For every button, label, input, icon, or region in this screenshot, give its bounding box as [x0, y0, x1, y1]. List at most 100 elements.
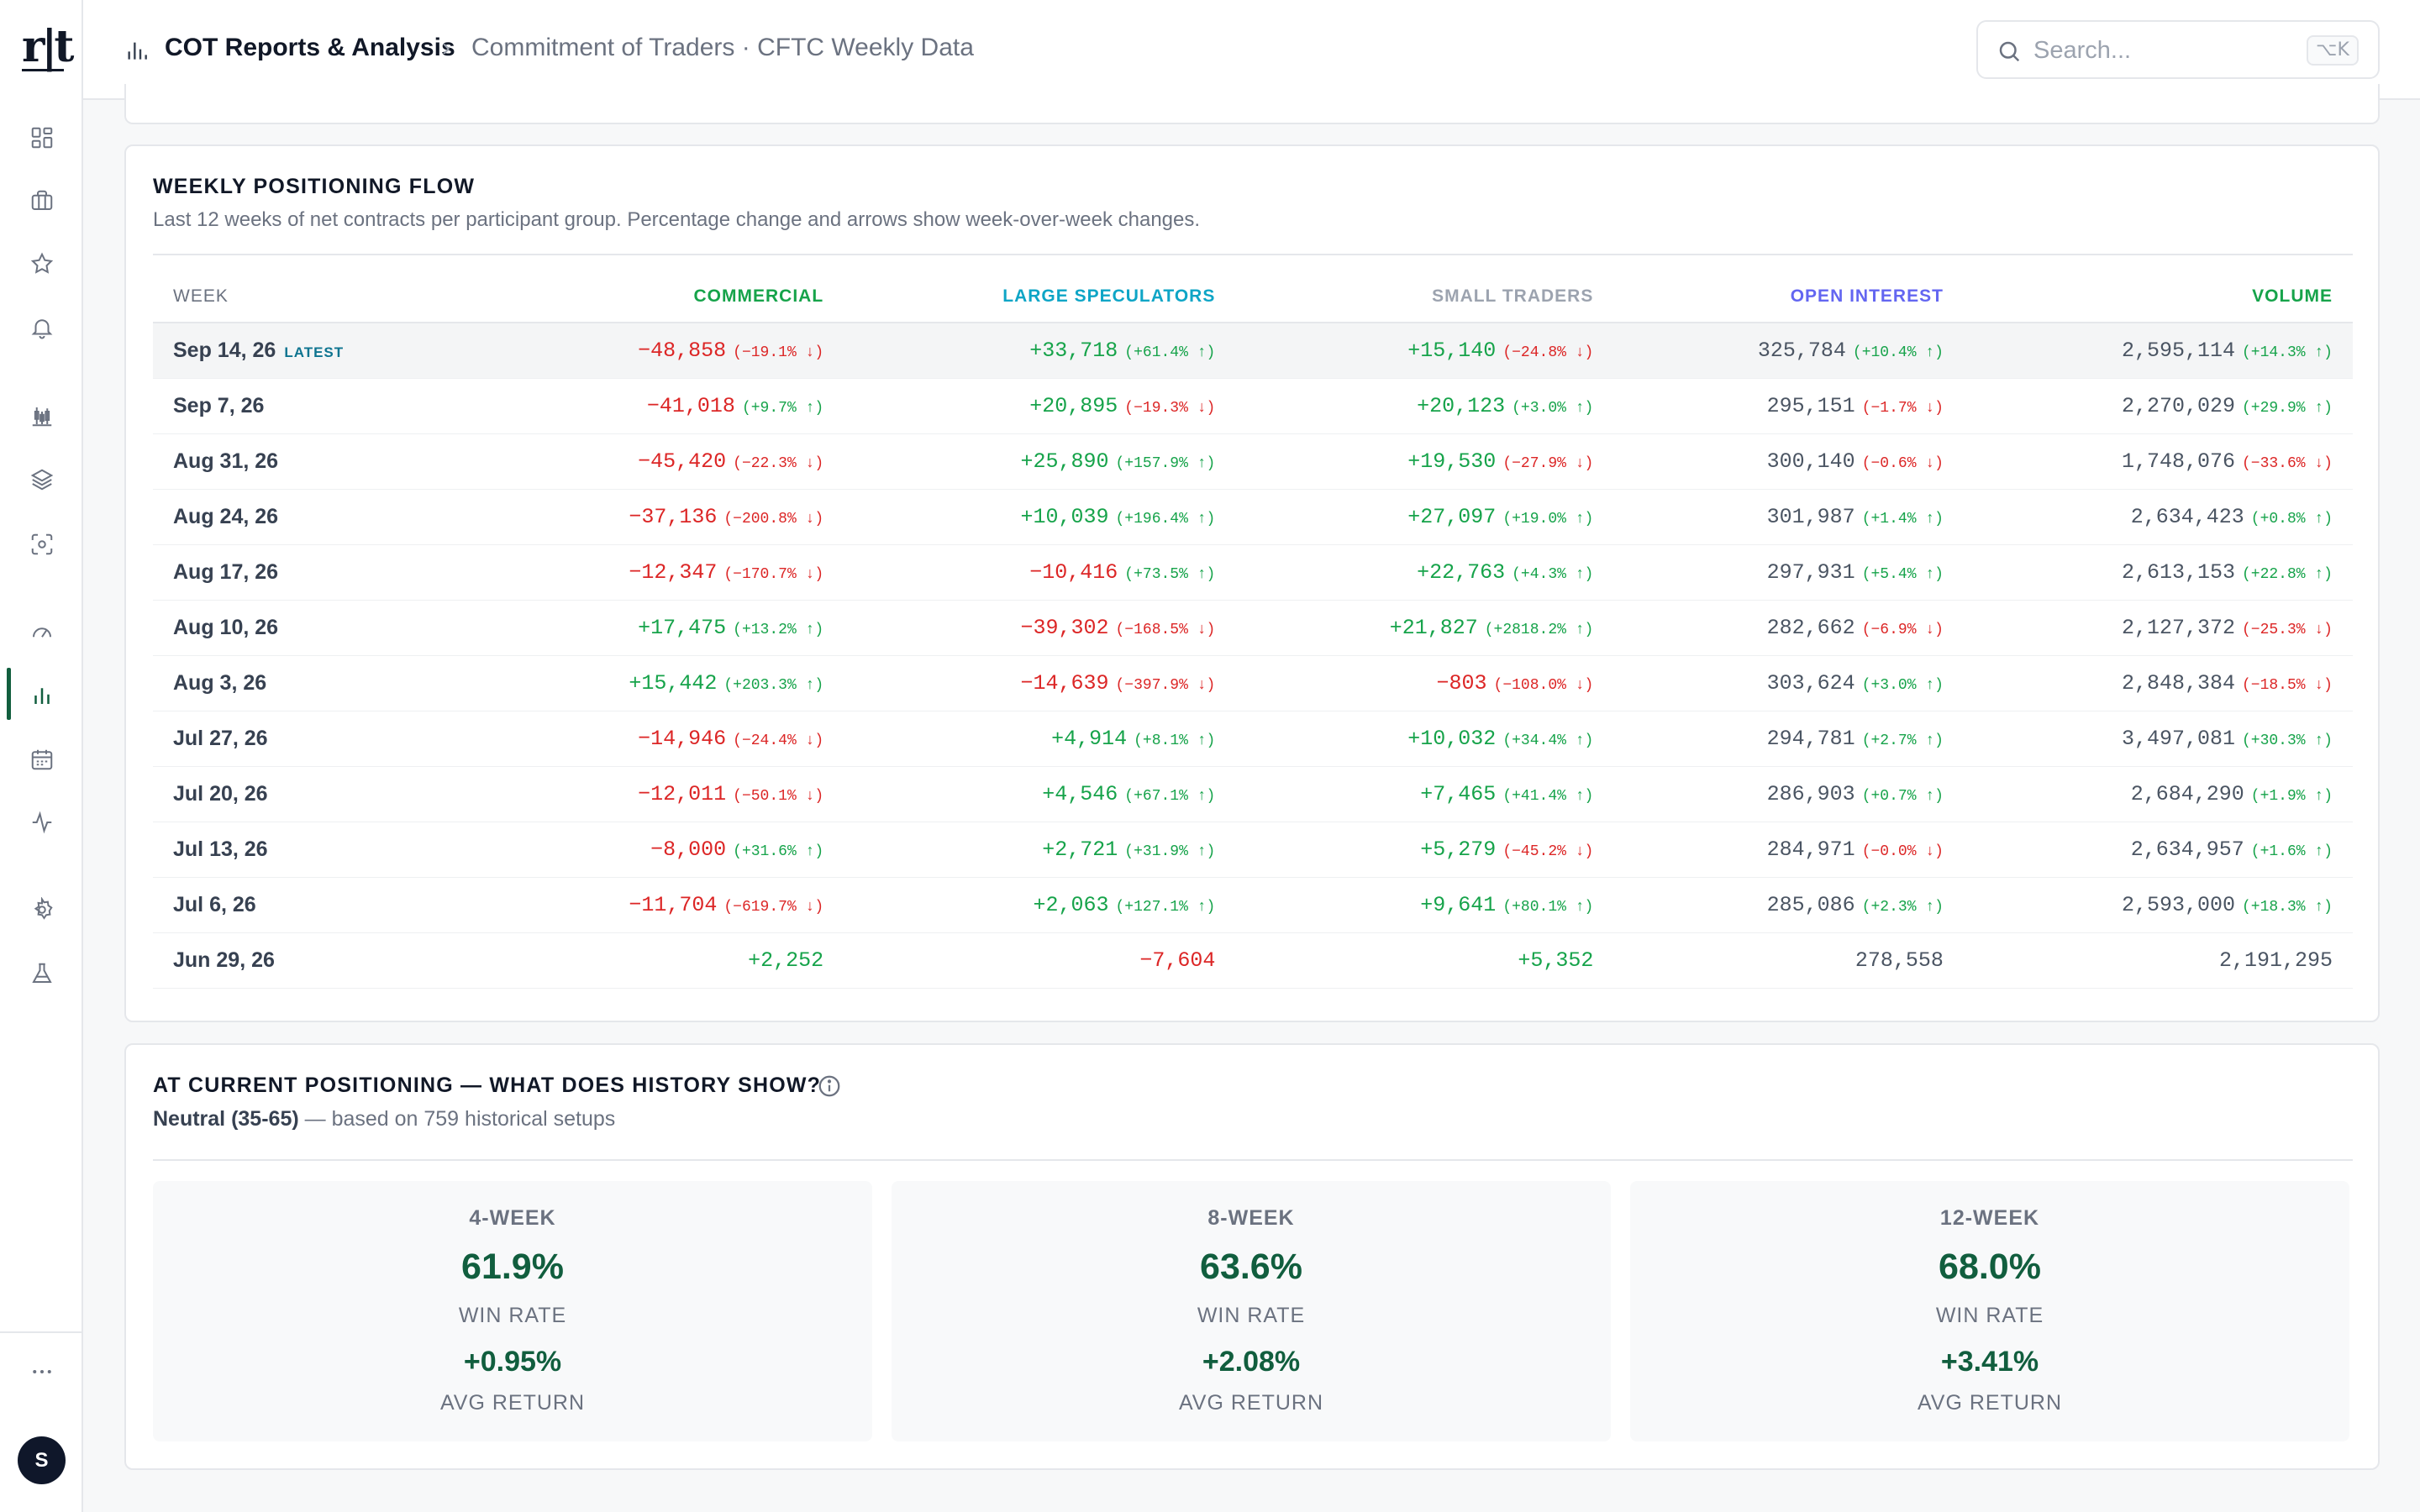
candles-icon[interactable] [24, 398, 60, 433]
volume-change: (+1.9% ↑) [2250, 787, 2333, 805]
table-row[interactable]: Sep 14, 26 LATEST −48,858 (−19.1% ↓) +33,718… [153, 323, 2353, 379]
oi-value: 300,140 [1766, 449, 1855, 474]
table-row[interactable]: Aug 17, 26 −12,347 (−170.7% ↓) −10,416 (+73.… [153, 544, 2353, 601]
week-cell: Aug 3, 26 [153, 655, 480, 711]
search-box[interactable]: ⌥K [1976, 20, 2380, 79]
oi-cell: 282,662 (−6.9% ↓) [1613, 600, 1964, 656]
table-row[interactable]: Aug 24, 26 −37,136 (−200.8% ↓) +10,039 (+196… [153, 489, 2353, 545]
oi-cell: 278,558 [1613, 932, 1964, 989]
card-title: WEEKLY POSITIONING FLOW [153, 175, 476, 198]
commercial-change: (+9.7% ↑) [741, 399, 824, 417]
dashboard-icon[interactable] [24, 120, 60, 155]
commercial-cell: −37,136 (−200.8% ↓) [479, 489, 844, 545]
small-change: (+3.0% ↑) [1512, 399, 1594, 417]
commercial-change: (−19.1% ↓) [733, 344, 824, 361]
briefcase-icon[interactable] [24, 183, 60, 218]
commercial-value: +2,252 [748, 948, 824, 973]
bell-icon[interactable] [24, 310, 60, 345]
column-header-volume[interactable]: VOLUME [1963, 270, 2353, 323]
table-row[interactable]: Aug 10, 26 +17,475 (+13.2% ↑) −39,302 (−168.… [153, 600, 2353, 656]
table-row[interactable]: Jun 29, 26 +2,252 −7,604 +5,352 278,558 2,191… [153, 932, 2353, 989]
week-label: Sep 14, 26 [173, 338, 276, 362]
table-row[interactable]: Jul 6, 26 −11,704 (−619.7% ↓) +2,063 (+127.1… [153, 877, 2353, 933]
column-header-week[interactable]: WEEK [153, 270, 480, 323]
commercial-value: −12,347 [629, 559, 718, 585]
large-value: +2,063 [1033, 892, 1109, 917]
commercial-cell: −14,946 (−24.4% ↓) [479, 711, 844, 767]
column-header-open-interest[interactable]: OPEN INTEREST [1613, 270, 1964, 323]
volume-value: 2,634,423 [2130, 504, 2244, 529]
large-change: (−397.9% ↓) [1115, 676, 1216, 694]
search-input[interactable] [2033, 34, 2286, 67]
column-header-large-speculators[interactable]: LARGE SPECULATORS [844, 270, 1236, 323]
large-cell: +20,895 (−19.3% ↓) [844, 378, 1236, 434]
weekly-positioning-flow-card: WEEKLY POSITIONING FLOW Last 12 weeks of… [124, 144, 2380, 1022]
more-icon[interactable] [24, 1354, 60, 1389]
small-change: (+2818.2% ↑) [1484, 621, 1594, 638]
table-row[interactable]: Sep 7, 26 −41,018 (+9.7% ↑) +20,895 (−19.3% … [153, 378, 2353, 434]
commercial-change: (−170.7% ↓) [723, 565, 824, 583]
volume-cell: 3,497,081 (+30.3% ↑) [1963, 711, 2353, 767]
volume-cell: 2,593,000 (+18.3% ↑) [1963, 877, 2353, 933]
win-rate-value: 61.9% [461, 1247, 564, 1287]
bar-chart-icon[interactable] [24, 678, 60, 713]
column-header-commercial[interactable]: COMMERCIAL [479, 270, 844, 323]
table-row[interactable]: Jul 27, 26 −14,946 (−24.4% ↓) +4,914 (+8.1% … [153, 711, 2353, 767]
volume-cell: 2,613,153 (+22.8% ↑) [1963, 544, 2353, 601]
commercial-cell: +2,252 [479, 932, 844, 989]
volume-value: 3,497,081 [2121, 726, 2235, 751]
large-cell: −7,604 [844, 932, 1236, 989]
week-cell: Aug 17, 26 [153, 544, 480, 601]
volume-change: (+0.8% ↑) [2250, 510, 2333, 528]
table-row[interactable]: Aug 31, 26 −45,420 (−22.3% ↓) +25,890 (+157.… [153, 433, 2353, 490]
volume-value: 1,748,076 [2121, 449, 2235, 474]
table-row[interactable]: Jul 13, 26 −8,000 (+31.6% ↑) +2,721 (+31.9% … [153, 822, 2353, 878]
small-cell: +5,352 [1235, 932, 1614, 989]
avg-return-value: +2.08% [1202, 1346, 1301, 1378]
table-row[interactable]: Jul 20, 26 −12,011 (−50.1% ↓) +4,546 (+67.1%… [153, 766, 2353, 822]
oi-change: (+10.4% ↑) [1852, 344, 1944, 361]
avatar[interactable]: S [18, 1436, 66, 1484]
volume-change: (−18.5% ↓) [2241, 676, 2333, 694]
page-title: COT Reports & Analysis [165, 34, 455, 61]
large-change: (+67.1% ↑) [1124, 787, 1216, 805]
flask-icon[interactable] [24, 956, 60, 991]
avg-return-label: AVG RETURN [1917, 1391, 2063, 1415]
avg-return-label: AVG RETURN [1178, 1391, 1324, 1415]
volume-change: (+14.3% ↑) [2241, 344, 2333, 361]
star-icon[interactable] [24, 246, 60, 281]
volume-cell: 1,748,076 (−33.6% ↓) [1963, 433, 2353, 490]
scan-icon[interactable] [24, 527, 60, 562]
info-icon[interactable] [817, 1074, 842, 1099]
app-logo[interactable]: r|t [22, 21, 74, 72]
calendar-icon[interactable] [24, 742, 60, 777]
small-value: +20,123 [1417, 393, 1506, 418]
win-rate-label: WIN RATE [458, 1304, 567, 1327]
small-value: +7,465 [1420, 781, 1497, 806]
commercial-change: (−24.4% ↓) [733, 732, 824, 749]
small-value: +9,641 [1420, 892, 1497, 917]
volume-change: (+22.8% ↑) [2241, 565, 2333, 583]
large-cell: −39,302 (−168.5% ↓) [844, 600, 1236, 656]
regime-label: Neutral (35-65) [153, 1107, 299, 1131]
oi-change: (−0.6% ↓) [1861, 454, 1944, 472]
large-value: +20,895 [1029, 393, 1118, 418]
avg-return-value: +0.95% [463, 1346, 562, 1378]
table-row[interactable]: Aug 3, 26 +15,442 (+203.3% ↑) −14,639 (−397.… [153, 655, 2353, 711]
large-cell: +4,914 (+8.1% ↑) [844, 711, 1236, 767]
week-cell: Aug 31, 26 [153, 433, 480, 490]
settings-icon[interactable] [24, 892, 60, 927]
large-value: +4,914 [1051, 726, 1128, 751]
pulse-icon[interactable] [24, 805, 60, 840]
commercial-value: −8,000 [650, 837, 727, 862]
large-cell: +2,063 (+127.1% ↑) [844, 877, 1236, 933]
volume-value: 2,595,114 [2121, 338, 2235, 363]
large-change: (+31.9% ↑) [1124, 843, 1216, 860]
oi-cell: 284,971 (−0.0% ↓) [1613, 822, 1964, 878]
large-value: +33,718 [1029, 338, 1118, 363]
layers-icon[interactable] [24, 462, 60, 497]
commercial-cell: +17,475 (+13.2% ↑) [479, 600, 844, 656]
gauge-icon[interactable] [24, 614, 60, 649]
oi-value: 325,784 [1757, 338, 1846, 363]
column-header-small-traders[interactable]: SMALL TRADERS [1235, 270, 1614, 323]
